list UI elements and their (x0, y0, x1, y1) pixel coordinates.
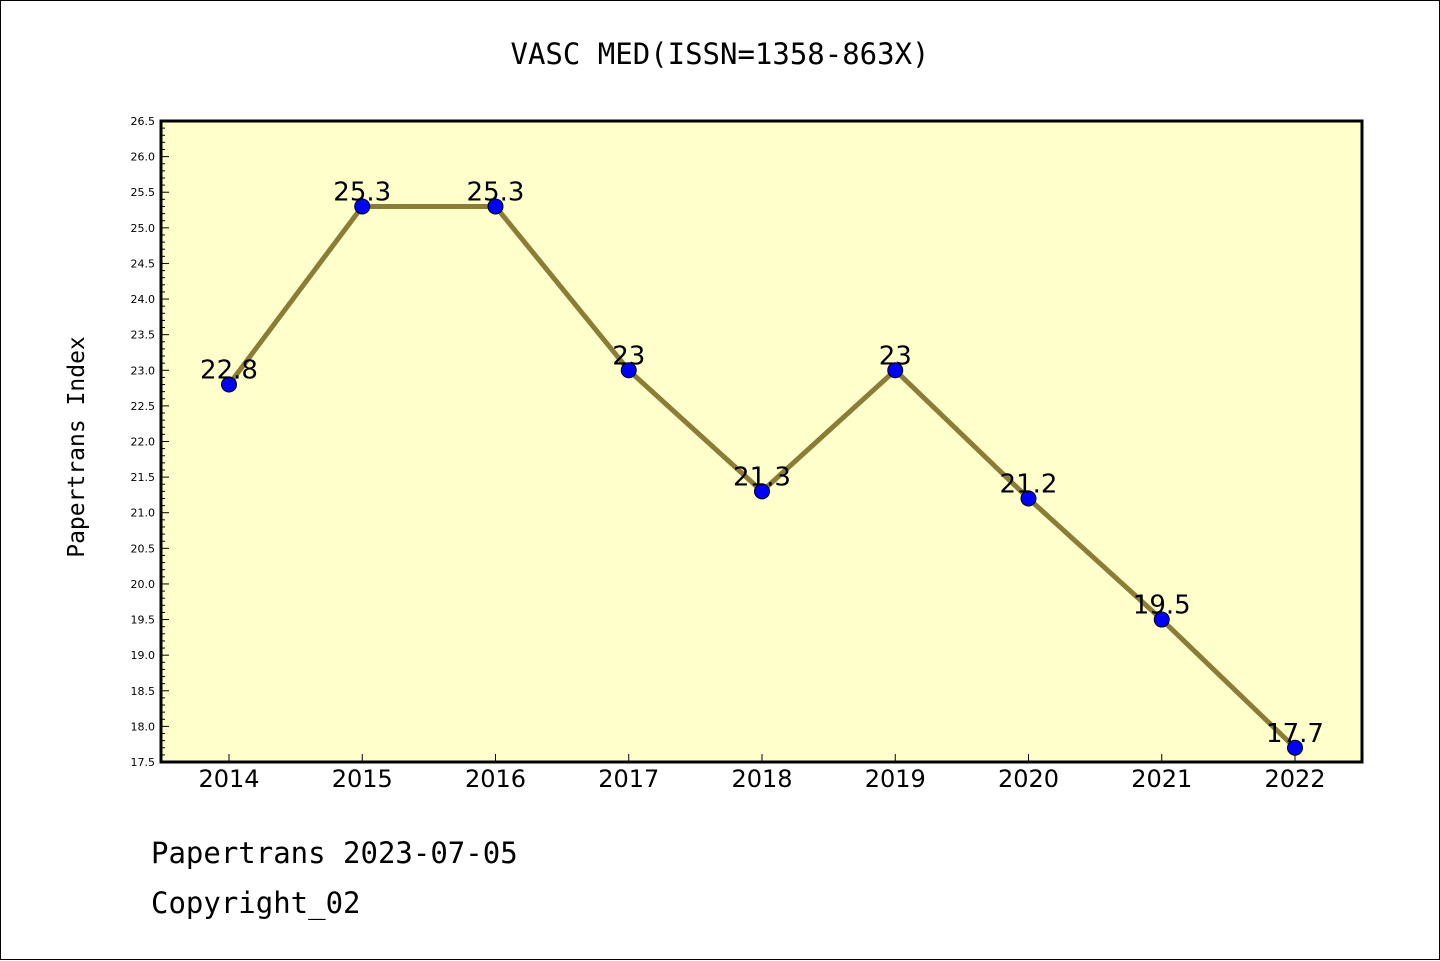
plot-border (159, 119, 1364, 764)
footer-date: Papertrans 2023-07-05 (151, 836, 518, 870)
data-point (1153, 611, 1170, 628)
y-tick-label: 22.0 (131, 436, 156, 449)
data-label: 25.3 (467, 177, 525, 207)
y-tick-label: 23.0 (131, 364, 156, 377)
y-tick-label: 22.5 (131, 400, 156, 413)
y-tick-label: 19.5 (131, 614, 156, 627)
y-tick-label: 21.5 (131, 471, 156, 484)
data-label: 21.3 (733, 462, 791, 492)
y-tick-label: 18.5 (131, 685, 156, 698)
chart-title: VASC MED(ISSN=1358-863X) (510, 37, 930, 71)
y-tick-label: 17.5 (131, 756, 156, 769)
x-tick-label: 2022 (1264, 765, 1325, 793)
data-label: 25.3 (333, 177, 391, 207)
x-tick-label: 2020 (998, 765, 1059, 793)
y-tick-label: 23.5 (131, 329, 156, 342)
y-tick-label: 20.5 (131, 542, 156, 555)
x-tick-label: 2017 (598, 765, 659, 793)
y-tick-label: 25.0 (131, 222, 156, 235)
y-tick-label: 21.0 (131, 507, 156, 520)
y-tick-label: 25.5 (131, 186, 156, 199)
data-label: 21.2 (1000, 469, 1058, 499)
plot-area (161, 121, 1362, 762)
y-tick-label: 26.5 (131, 115, 156, 128)
y-tick-label: 19.0 (131, 649, 156, 662)
y-tick-label: 18.0 (131, 720, 156, 733)
data-label: 23 (879, 341, 912, 371)
data-label: 22.8 (200, 356, 258, 386)
x-tick-label: 2014 (198, 765, 259, 793)
data-point (221, 376, 237, 393)
data-label: 17.7 (1266, 719, 1324, 749)
x-tick-label: 2018 (731, 765, 792, 793)
data-point (1020, 490, 1037, 507)
data-point (487, 198, 504, 215)
footer-copyright: Copyright_02 (151, 886, 361, 920)
data-point (754, 483, 770, 500)
y-tick-label: 24.5 (131, 257, 156, 270)
x-tick-label: 2016 (465, 765, 526, 793)
data-label: 19.5 (1133, 591, 1191, 621)
y-tick-label: 20.0 (131, 578, 156, 591)
data-point (1287, 739, 1303, 756)
data-point (887, 362, 904, 379)
data-point (354, 198, 371, 215)
data-label: 23 (612, 341, 645, 371)
x-tick-label: 2019 (865, 765, 926, 793)
data-point (620, 362, 637, 379)
y-tick-label: 26.0 (131, 151, 156, 164)
x-tick-label: 2015 (332, 765, 393, 793)
y-tick-label: 24.0 (131, 293, 156, 306)
x-tick-label: 2021 (1131, 765, 1192, 793)
